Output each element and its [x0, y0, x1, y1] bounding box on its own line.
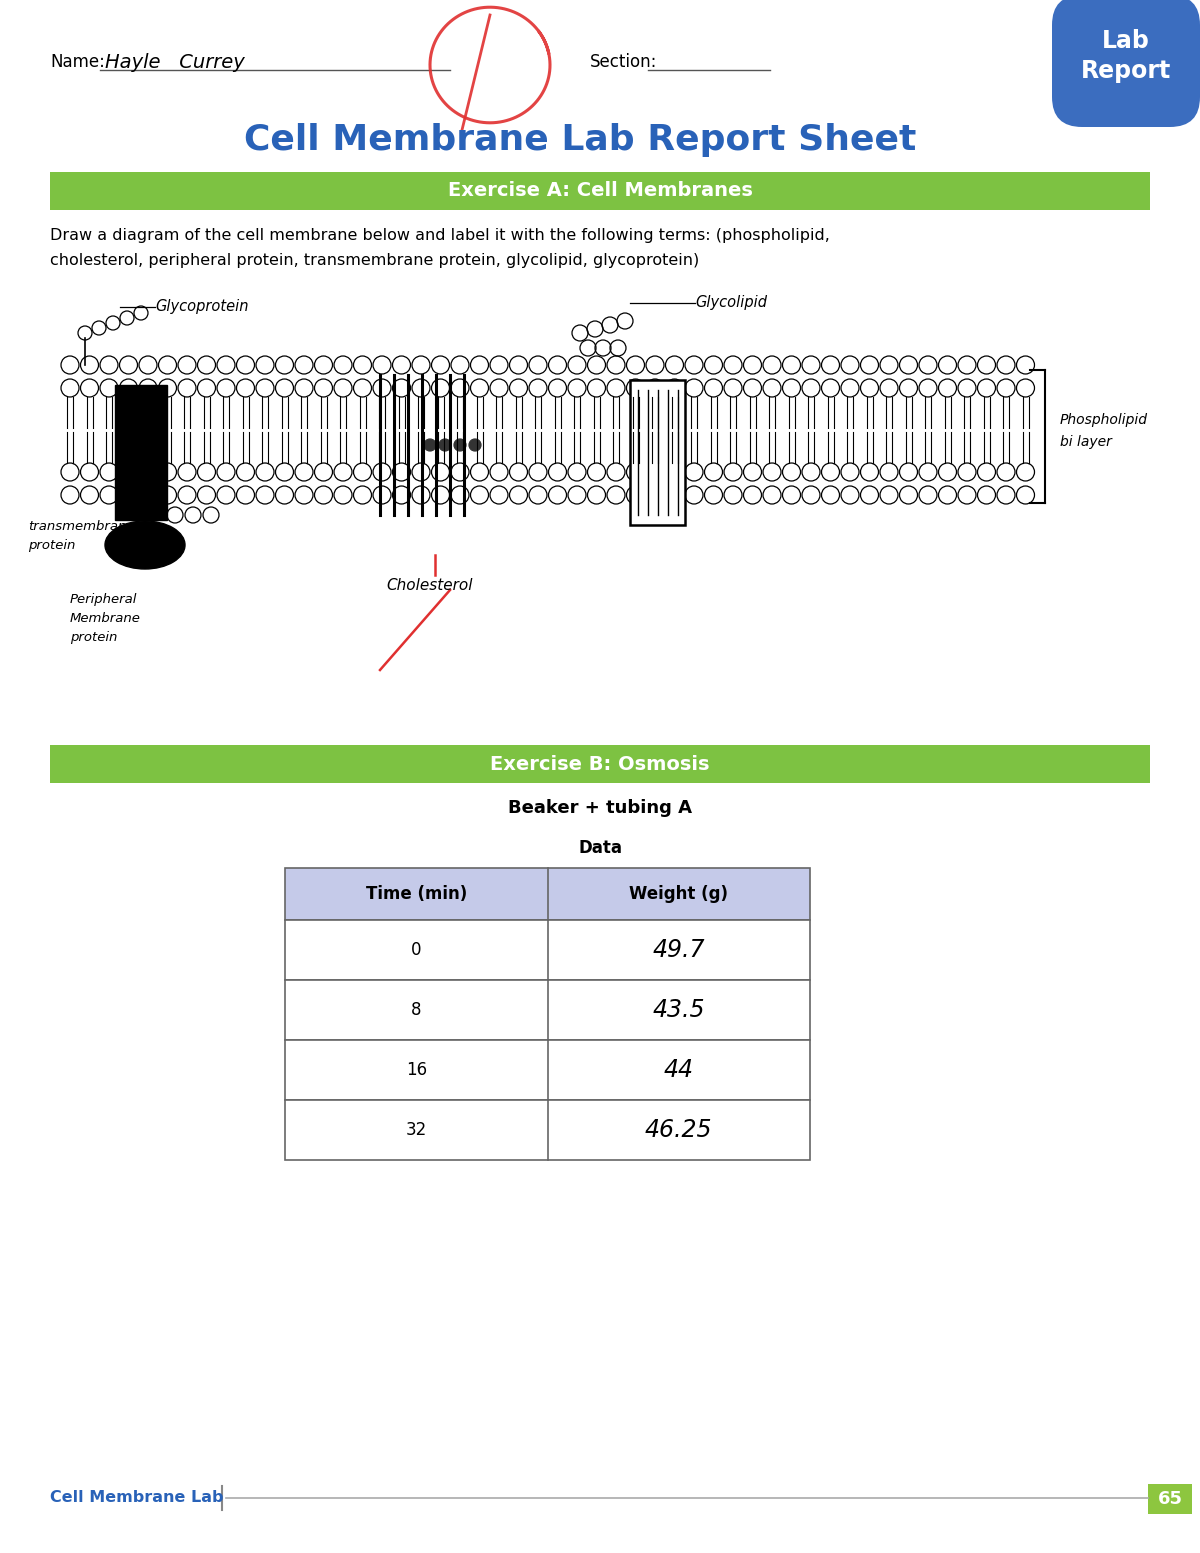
- Text: Draw a diagram of the cell membrane below and label it with the following terms:: Draw a diagram of the cell membrane belo…: [50, 228, 830, 242]
- Ellipse shape: [106, 520, 185, 568]
- Text: Data: Data: [578, 839, 622, 857]
- Bar: [286, 980, 810, 1041]
- Text: Exercise A: Cell Membranes: Exercise A: Cell Membranes: [448, 182, 752, 200]
- Circle shape: [469, 439, 481, 450]
- Bar: [286, 1100, 810, 1160]
- Text: bi layer: bi layer: [1060, 435, 1112, 449]
- Text: 49.7: 49.7: [653, 938, 706, 961]
- Text: Cell Membrane Lab Report Sheet: Cell Membrane Lab Report Sheet: [244, 123, 916, 157]
- Bar: [50, 172, 1150, 210]
- Text: Glycolipid: Glycolipid: [695, 295, 767, 311]
- Bar: [630, 380, 685, 525]
- Text: 16: 16: [406, 1061, 427, 1079]
- Text: 43.5: 43.5: [653, 999, 706, 1022]
- Bar: [286, 1041, 810, 1100]
- Text: Cholesterol: Cholesterol: [386, 578, 473, 593]
- Text: Phospholipid: Phospholipid: [1060, 413, 1148, 427]
- Circle shape: [424, 439, 436, 450]
- Text: 0: 0: [410, 941, 421, 960]
- Text: Weight (g): Weight (g): [629, 885, 728, 902]
- Text: Glycoprotein: Glycoprotein: [155, 300, 248, 315]
- Text: Hayle   Currey: Hayle Currey: [106, 53, 245, 71]
- Text: Exercise B: Osmosis: Exercise B: Osmosis: [491, 755, 709, 773]
- Bar: [286, 868, 810, 919]
- Text: Cell Membrane Lab: Cell Membrane Lab: [50, 1491, 223, 1505]
- Text: 32: 32: [406, 1121, 427, 1138]
- Circle shape: [454, 439, 466, 450]
- Text: Name:: Name:: [50, 53, 104, 71]
- Text: 65: 65: [1158, 1489, 1182, 1508]
- Text: 8: 8: [410, 1002, 421, 1019]
- Text: Beaker + tubing A: Beaker + tubing A: [508, 798, 692, 817]
- Bar: [50, 745, 1150, 783]
- Text: protein: protein: [28, 539, 76, 551]
- Text: cholesterol, peripheral protein, transmembrane protein, glycolipid, glycoprotein: cholesterol, peripheral protein, transme…: [50, 253, 700, 269]
- Text: Section:: Section:: [590, 53, 658, 71]
- Text: 46.25: 46.25: [646, 1118, 713, 1141]
- Text: Membrane: Membrane: [70, 612, 140, 626]
- Text: protein: protein: [70, 632, 118, 644]
- Bar: [286, 919, 810, 980]
- Bar: [115, 385, 167, 520]
- Text: 44: 44: [664, 1058, 694, 1082]
- Bar: [1148, 1485, 1192, 1514]
- Text: Peripheral: Peripheral: [70, 593, 137, 607]
- Text: transmembrane: transmembrane: [28, 520, 134, 534]
- Text: Time (min): Time (min): [366, 885, 467, 902]
- Text: Lab
Report: Lab Report: [1081, 30, 1171, 82]
- FancyBboxPatch shape: [1052, 0, 1200, 127]
- Circle shape: [439, 439, 451, 450]
